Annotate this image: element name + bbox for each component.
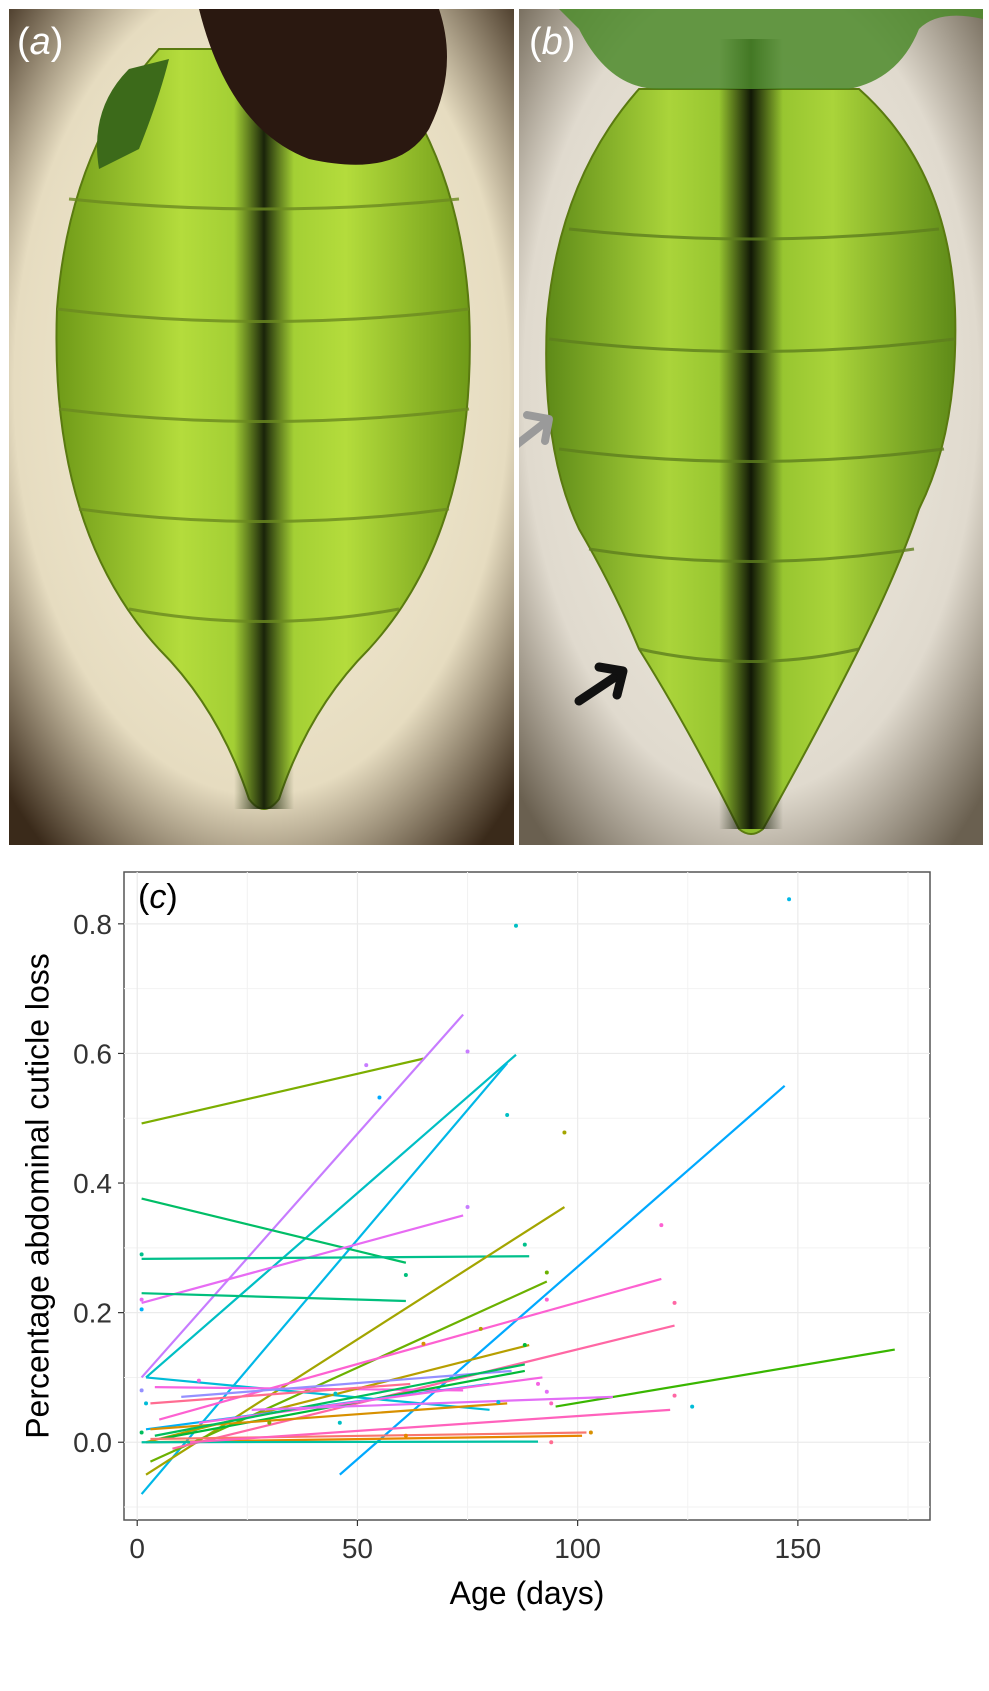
panel-a-label-close: ) [50, 21, 64, 63]
x-axis-title: Age (days) [450, 1575, 605, 1611]
data-point [333, 1391, 338, 1396]
series-line [145, 1206, 566, 1476]
panel-b-label-open: ( [529, 21, 542, 63]
panel-a-label-open: ( [17, 21, 30, 63]
data-point [267, 1420, 272, 1425]
series-line [141, 1292, 406, 1303]
y-tick-label: 0.4 [73, 1168, 112, 1199]
points-layer [139, 897, 792, 1445]
data-point [465, 1049, 470, 1054]
data-point [403, 1273, 408, 1278]
series-line [149, 1280, 548, 1463]
black-arrow-icon [574, 662, 628, 706]
panel-b-label-letter: b [541, 21, 563, 63]
panel-label-a: (a) [17, 21, 63, 64]
series-line [251, 1395, 613, 1411]
data-point [672, 1393, 677, 1398]
data-point [544, 1389, 549, 1394]
x-axis-ticks: 0 50 100 150 [129, 1520, 821, 1564]
series-line [141, 1057, 424, 1125]
panel-label-b: (b) [529, 21, 575, 64]
data-point [522, 1242, 527, 1247]
chart-panel-c: 0 50 100 150 0.0 0.2 0.4 0.6 0.8 (c) Age (days)… [0, 860, 989, 1686]
data-point [549, 1440, 554, 1445]
data-point [588, 1430, 593, 1435]
data-point [139, 1297, 144, 1302]
leaf-insect-abdomen-image-b [519, 9, 983, 845]
series-line [140, 1013, 464, 1379]
data-point [672, 1300, 677, 1305]
data-point [513, 923, 518, 928]
data-point [522, 1343, 527, 1348]
data-point [144, 1401, 149, 1406]
x-tick-label: 150 [775, 1533, 822, 1564]
data-point [505, 1113, 510, 1117]
series-line [172, 1324, 675, 1450]
y-tick-label: 0.6 [73, 1038, 112, 1069]
series-line [145, 1053, 517, 1379]
y-tick-label: 0.8 [73, 909, 112, 940]
data-point [549, 1401, 554, 1406]
grid-lines [124, 872, 930, 1520]
data-point [196, 1378, 201, 1383]
data-point [465, 1205, 470, 1210]
data-point [337, 1420, 342, 1425]
leaf-insect-abdomen-image-a [9, 9, 514, 845]
data-point [659, 1223, 664, 1228]
cuticle-loss-chart: 0 50 100 150 0.0 0.2 0.4 0.6 0.8 (c) Age (days)… [19, 871, 931, 1611]
series-line [150, 1431, 587, 1441]
data-point [478, 1326, 483, 1331]
x-tick-label: 50 [342, 1533, 373, 1564]
y-tick-label: 0.0 [73, 1427, 112, 1458]
series-line [141, 1214, 464, 1304]
data-point [544, 1270, 549, 1275]
photo-panel-b: (b) [519, 9, 983, 845]
data-point [364, 1063, 369, 1068]
series-layer [140, 1013, 895, 1495]
x-tick-label: 100 [554, 1533, 601, 1564]
series-line [181, 1369, 512, 1398]
y-tick-label: 0.2 [73, 1298, 112, 1329]
data-point [403, 1433, 408, 1438]
y-axis-title: Percentage abdominal cuticle loss [19, 953, 55, 1439]
series-line [141, 1255, 530, 1260]
x-tick-label: 0 [129, 1533, 145, 1564]
data-point [787, 897, 792, 902]
series-line [154, 1386, 464, 1392]
data-point [421, 1341, 426, 1346]
data-point [690, 1404, 695, 1409]
data-point [544, 1297, 549, 1302]
data-point [139, 1388, 144, 1393]
data-point [496, 1400, 501, 1405]
data-point [536, 1381, 541, 1386]
y-axis-ticks: 0.0 0.2 0.4 0.6 0.8 [73, 909, 124, 1458]
series-line [154, 1363, 526, 1437]
panel-b-label-close: ) [562, 21, 576, 63]
data-point [377, 1095, 382, 1100]
series-line [189, 1408, 671, 1444]
gray-arrow-icon [519, 411, 553, 448]
series-line [150, 1382, 411, 1405]
data-point [139, 1252, 144, 1257]
photo-panel-a: (a) [9, 9, 514, 845]
series-line [141, 1197, 407, 1264]
data-point [139, 1307, 144, 1312]
panel-a-label-letter: a [29, 21, 51, 63]
data-point [139, 1430, 144, 1435]
panel-label-c: (c) [138, 878, 178, 916]
data-point [562, 1130, 567, 1135]
